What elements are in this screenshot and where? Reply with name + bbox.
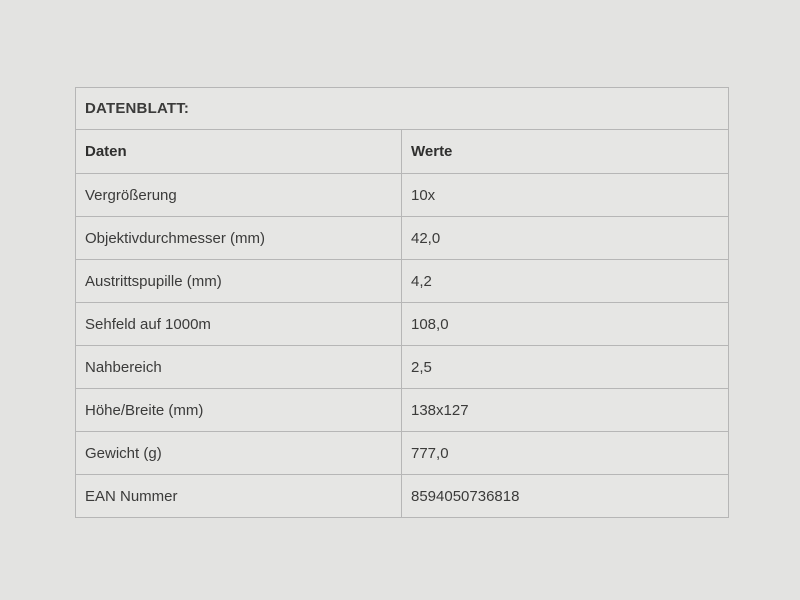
datasheet-table: DATENBLATT: Daten Werte Vergrößerung 10x… xyxy=(75,87,729,518)
row-label: Austrittspupille (mm) xyxy=(75,259,402,303)
row-value: 10x xyxy=(401,173,729,217)
row-label: Objektivdurchmesser (mm) xyxy=(75,216,402,260)
row-label: Nahbereich xyxy=(75,345,402,389)
row-label: Höhe/Breite (mm) xyxy=(75,388,402,432)
datasheet-section: DATENBLATT: Daten Werte Vergrößerung 10x… xyxy=(75,87,729,518)
row-label: EAN Nummer xyxy=(75,474,402,518)
table-row: Vergrößerung 10x xyxy=(75,173,729,217)
table-row: Objektivdurchmesser (mm) 42,0 xyxy=(75,216,729,260)
row-value: 777,0 xyxy=(401,431,729,475)
row-value: 108,0 xyxy=(401,302,729,346)
row-value: 2,5 xyxy=(401,345,729,389)
table-row: Sehfeld auf 1000m 108,0 xyxy=(75,302,729,346)
datasheet-header-row: Daten Werte xyxy=(75,129,729,174)
datasheet-title: DATENBLATT: xyxy=(75,87,729,130)
table-row: Gewicht (g) 777,0 xyxy=(75,431,729,475)
row-value: 42,0 xyxy=(401,216,729,260)
table-row: EAN Nummer 8594050736818 xyxy=(75,474,729,518)
table-row: Höhe/Breite (mm) 138x127 xyxy=(75,388,729,432)
row-value: 8594050736818 xyxy=(401,474,729,518)
table-row: Austrittspupille (mm) 4,2 xyxy=(75,259,729,303)
column-header-daten: Daten xyxy=(75,129,402,174)
row-value: 4,2 xyxy=(401,259,729,303)
datasheet-title-row: DATENBLATT: xyxy=(75,87,729,130)
row-label: Vergrößerung xyxy=(75,173,402,217)
row-label: Sehfeld auf 1000m xyxy=(75,302,402,346)
column-header-werte: Werte xyxy=(401,129,729,174)
row-label: Gewicht (g) xyxy=(75,431,402,475)
table-row: Nahbereich 2,5 xyxy=(75,345,729,389)
row-value: 138x127 xyxy=(401,388,729,432)
